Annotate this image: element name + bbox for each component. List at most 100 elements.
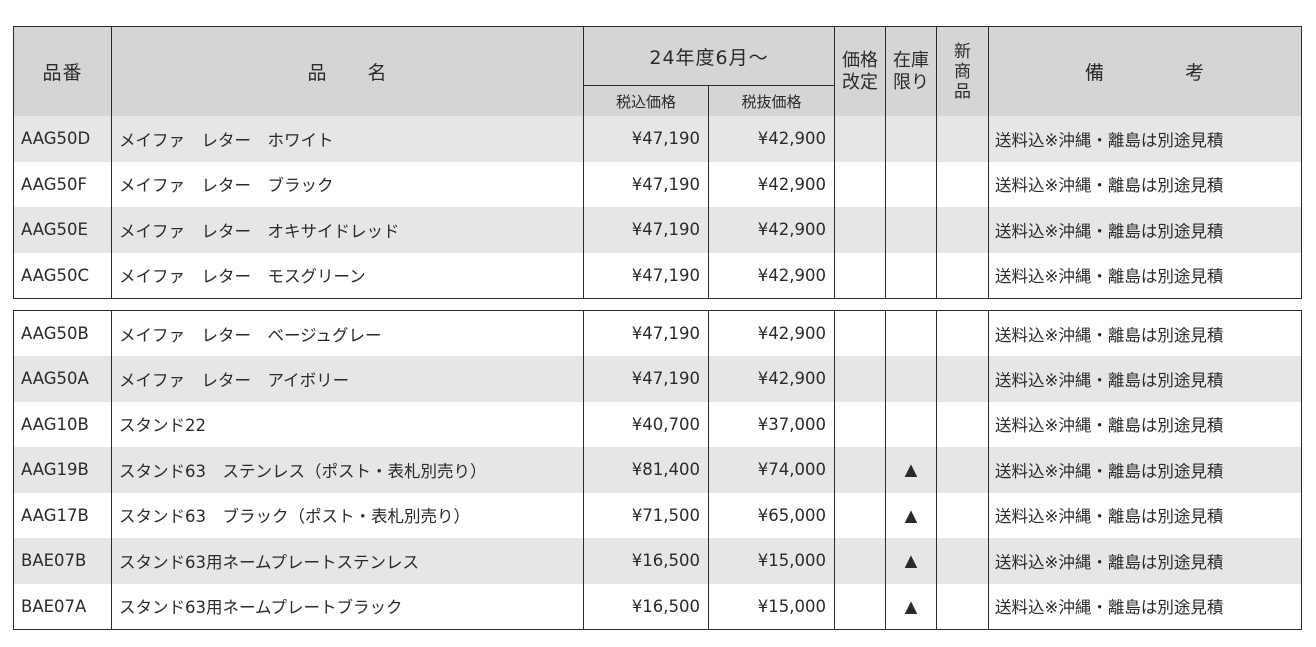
remarks: 送料込※沖縄・離島は別途見積 bbox=[988, 310, 1302, 356]
header-remarks: 備 考 bbox=[988, 26, 1303, 117]
new-product-flag bbox=[936, 310, 989, 356]
remarks: 送料込※沖縄・離島は別途見積 bbox=[988, 401, 1302, 447]
limited-stock-flag: ▲ bbox=[885, 538, 937, 584]
price-excl-tax: ¥15,000 bbox=[708, 583, 835, 630]
remarks: 送料込※沖縄・離島は別途見積 bbox=[988, 538, 1302, 584]
table-row: AAG50C メイファ レター モスグリーン ¥47,190 ¥42,900 送… bbox=[13, 252, 1302, 299]
table-row: AAG17B スタンド63 ブラック（ポスト・表札別売り） ¥71,500 ¥6… bbox=[13, 492, 1302, 538]
limited-stock-flag bbox=[885, 116, 937, 162]
price-excl-tax: ¥37,000 bbox=[708, 401, 835, 447]
header-product-name: 品 名 bbox=[111, 26, 584, 117]
new-product-flag bbox=[936, 583, 989, 630]
new-product-flag bbox=[936, 161, 989, 207]
product-code: AAG50A bbox=[13, 356, 112, 402]
header-price-revision: 価格改定 bbox=[834, 26, 887, 117]
header-limited-stock-label: 在庫限り bbox=[893, 49, 930, 93]
price-excl-tax: ¥42,900 bbox=[708, 116, 835, 162]
product-name: スタンド63用ネームプレートブラック bbox=[111, 583, 584, 630]
price-incl-tax: ¥81,400 bbox=[583, 447, 709, 493]
new-product-flag bbox=[936, 356, 989, 402]
price-excl-tax: ¥42,900 bbox=[708, 207, 835, 253]
remarks: 送料込※沖縄・離島は別途見積 bbox=[988, 116, 1302, 162]
remarks: 送料込※沖縄・離島は別途見積 bbox=[988, 207, 1302, 253]
product-name: スタンド63用ネームプレートステンレス bbox=[111, 538, 584, 584]
remarks: 送料込※沖縄・離島は別途見積 bbox=[988, 252, 1302, 299]
table-row: AAG50E メイファ レター オキサイドレッド ¥47,190 ¥42,900… bbox=[13, 207, 1302, 253]
limited-stock-flag bbox=[885, 252, 937, 299]
product-name: スタンド22 bbox=[111, 401, 584, 447]
price-excl-tax: ¥42,900 bbox=[708, 310, 835, 356]
price-excl-tax: ¥42,900 bbox=[708, 161, 835, 207]
header-price-excl-tax: 税抜価格 bbox=[707, 85, 836, 117]
header-new-product-label: 新商品 bbox=[954, 41, 972, 102]
product-name: メイファ レター ホワイト bbox=[111, 116, 584, 162]
price-revision-flag bbox=[834, 538, 886, 584]
price-revision-flag bbox=[834, 161, 886, 207]
table-row: BAE07A スタンド63用ネームプレートブラック ¥16,500 ¥15,00… bbox=[13, 583, 1302, 630]
price-incl-tax: ¥47,190 bbox=[583, 310, 709, 356]
table-row: AAG10B スタンド22 ¥40,700 ¥37,000 送料込※沖縄・離島は… bbox=[13, 401, 1302, 447]
price-incl-tax: ¥47,190 bbox=[583, 116, 709, 162]
product-name: メイファ レター ブラック bbox=[111, 161, 584, 207]
limited-stock-flag bbox=[885, 356, 937, 402]
price-excl-tax: ¥42,900 bbox=[708, 356, 835, 402]
new-product-flag bbox=[936, 538, 989, 584]
product-code: AAG50B bbox=[13, 310, 112, 356]
product-code: AAG19B bbox=[13, 447, 112, 493]
price-table-block-2: AAG50B メイファ レター ベージュグレー ¥47,190 ¥42,900 … bbox=[13, 310, 1302, 630]
table-row: AAG50F メイファ レター ブラック ¥47,190 ¥42,900 送料込… bbox=[13, 161, 1302, 207]
product-name: メイファ レター アイボリー bbox=[111, 356, 584, 402]
limited-stock-flag bbox=[885, 161, 937, 207]
limited-stock-flag bbox=[885, 310, 937, 356]
new-product-flag bbox=[936, 207, 989, 253]
product-name: メイファ レター ベージュグレー bbox=[111, 310, 584, 356]
product-name: メイファ レター オキサイドレッド bbox=[111, 207, 584, 253]
product-name: スタンド63 ブラック（ポスト・表札別売り） bbox=[111, 492, 584, 538]
remarks: 送料込※沖縄・離島は別途見積 bbox=[988, 356, 1302, 402]
price-revision-flag bbox=[834, 252, 886, 299]
product-name: スタンド63 ステンレス（ポスト・表札別売り） bbox=[111, 447, 584, 493]
product-code: BAE07A bbox=[13, 583, 112, 630]
table-row: AAG50D メイファ レター ホワイト ¥47,190 ¥42,900 送料込… bbox=[13, 116, 1302, 162]
header-period: 24年度6月～ bbox=[582, 26, 836, 86]
product-code: BAE07B bbox=[13, 538, 112, 584]
new-product-flag bbox=[936, 492, 989, 538]
new-product-flag bbox=[936, 401, 989, 447]
table-row: BAE07B スタンド63用ネームプレートステンレス ¥16,500 ¥15,0… bbox=[13, 538, 1302, 584]
product-code: AAG10B bbox=[13, 401, 112, 447]
price-excl-tax: ¥74,000 bbox=[708, 447, 835, 493]
price-incl-tax: ¥47,190 bbox=[583, 161, 709, 207]
price-table-block-1: AAG50D メイファ レター ホワイト ¥47,190 ¥42,900 送料込… bbox=[13, 116, 1302, 299]
product-code: AAG50C bbox=[13, 252, 112, 299]
limited-stock-flag bbox=[885, 401, 937, 447]
price-revision-flag bbox=[834, 583, 886, 630]
product-code: AAG17B bbox=[13, 492, 112, 538]
price-incl-tax: ¥47,190 bbox=[583, 252, 709, 299]
product-name: メイファ レター モスグリーン bbox=[111, 252, 584, 299]
remarks: 送料込※沖縄・離島は別途見積 bbox=[988, 492, 1302, 538]
price-incl-tax: ¥40,700 bbox=[583, 401, 709, 447]
price-revision-flag bbox=[834, 116, 886, 162]
price-revision-flag bbox=[834, 447, 886, 493]
limited-stock-flag: ▲ bbox=[885, 447, 937, 493]
price-excl-tax: ¥65,000 bbox=[708, 492, 835, 538]
table-row: AAG50A メイファ レター アイボリー ¥47,190 ¥42,900 送料… bbox=[13, 356, 1302, 402]
price-revision-flag bbox=[834, 310, 886, 356]
price-incl-tax: ¥16,500 bbox=[583, 538, 709, 584]
price-revision-flag bbox=[834, 401, 886, 447]
new-product-flag bbox=[936, 252, 989, 299]
remarks: 送料込※沖縄・離島は別途見積 bbox=[988, 161, 1302, 207]
header-limited-stock: 在庫限り bbox=[885, 26, 938, 117]
header-price-revision-label: 価格改定 bbox=[842, 49, 879, 93]
product-code: AAG50F bbox=[13, 161, 112, 207]
price-revision-flag bbox=[834, 492, 886, 538]
header-new-product: 新商品 bbox=[936, 26, 990, 117]
price-incl-tax: ¥71,500 bbox=[583, 492, 709, 538]
new-product-flag bbox=[936, 447, 989, 493]
header-code: 品番 bbox=[13, 26, 112, 117]
limited-stock-flag bbox=[885, 207, 937, 253]
price-excl-tax: ¥42,900 bbox=[708, 252, 835, 299]
price-revision-flag bbox=[834, 356, 886, 402]
remarks: 送料込※沖縄・離島は別途見積 bbox=[988, 447, 1302, 493]
price-incl-tax: ¥47,190 bbox=[583, 207, 709, 253]
